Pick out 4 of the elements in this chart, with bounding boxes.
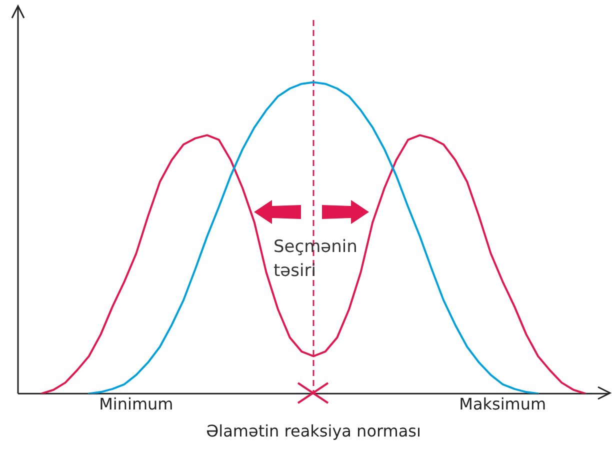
- x-axis-title: Əlamətin reaksiya norması: [206, 422, 421, 441]
- x-tick-label: Minimum: [99, 394, 174, 414]
- x-tick-label: Maksimum: [459, 394, 546, 414]
- annotation: Seçmənin təsiri: [274, 237, 358, 281]
